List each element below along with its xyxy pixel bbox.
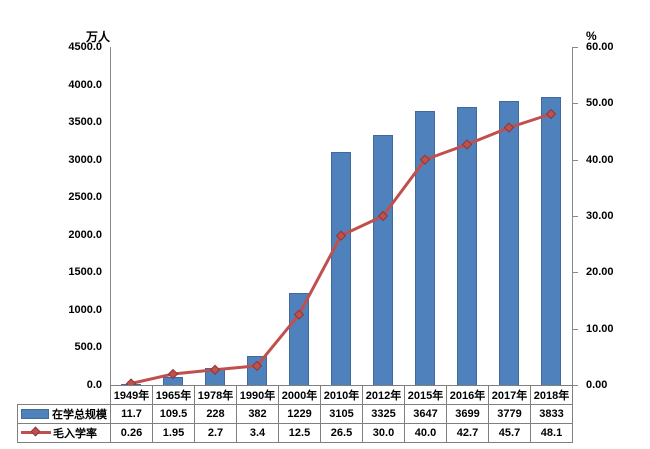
- right-axis-tick-mark: [572, 47, 578, 48]
- right-axis-tick-mark: [572, 103, 578, 105]
- year-cell: 1965年: [152, 385, 195, 405]
- left-axis-tick-label: 4500.0: [68, 41, 102, 53]
- value-cell: 228: [194, 404, 237, 424]
- right-axis-tick-label: 20.00: [586, 266, 614, 279]
- value-cell: 3325: [362, 404, 405, 424]
- table-row-years: 1949年 1965年 1978年 1990年 2000年 2010年 2012年 2015年…: [18, 385, 573, 405]
- year-cell: 1949年: [110, 385, 153, 405]
- line-legend-swatch: [21, 426, 51, 438]
- value-cell: 11.7: [110, 404, 153, 424]
- rate-line: [130, 112, 552, 385]
- bar-2000年: [289, 292, 309, 385]
- right-axis-tick-mark: [572, 159, 578, 161]
- value-cell: 40.0: [404, 423, 447, 443]
- value-cell: 30.0: [362, 423, 405, 443]
- rate-line-series: [125, 108, 557, 389]
- value-cell: 12.5: [278, 423, 321, 443]
- year-cell: 1990年: [236, 385, 279, 405]
- year-cell: 2012年: [362, 385, 405, 405]
- value-cell: 2.7: [194, 423, 237, 443]
- right-axis-tick-label: 10.00: [586, 322, 614, 335]
- bar-2010年: [331, 151, 351, 385]
- series-label: 在学总规模: [52, 409, 107, 421]
- legend-cell: 在学总规模: [17, 404, 111, 424]
- line-marker-2012年: [377, 210, 389, 222]
- table-row-series: 毛入学率 0.26 1.95 2.7 3.4 12.5 26.5 30.0 40.0 42.7 45…: [17, 423, 573, 443]
- bar-2015年: [415, 111, 435, 385]
- value-cell: 3833: [530, 404, 573, 424]
- year-cell: 2000年: [278, 385, 321, 405]
- value-cell: 42.7: [446, 423, 489, 443]
- value-cell: 109.5: [152, 404, 195, 424]
- right-axis-title: %: [586, 29, 597, 43]
- right-axis-tick-label: 50.00: [586, 97, 614, 110]
- bar-2012年: [373, 135, 393, 385]
- right-axis-tick-label: 40.00: [586, 153, 614, 166]
- year-cell: 2016年: [446, 385, 489, 405]
- diamond-marker-icon: [30, 426, 41, 437]
- right-axis-tick-label: 30.00: [586, 210, 614, 222]
- year-cell: 2018年: [530, 385, 573, 405]
- series-label: 毛入学率: [53, 428, 97, 440]
- value-cell: 1229: [278, 404, 321, 424]
- bar-legend-swatch: [21, 409, 49, 419]
- table-blank-cell: [18, 386, 111, 405]
- line-marker-2018年: [545, 108, 557, 120]
- left-axis-title: 万人: [85, 30, 110, 44]
- left-axis-line: [110, 47, 111, 385]
- left-axis-tick-label: 0.0: [86, 379, 102, 391]
- legend-cell: 毛入学率: [17, 423, 111, 443]
- right-axis-tick-mark: [572, 385, 578, 386]
- value-cell: 3105: [320, 404, 363, 424]
- right-axis-tick-mark: [572, 328, 578, 330]
- year-cell: 2017年: [488, 385, 531, 405]
- value-cell: 48.1: [530, 423, 573, 443]
- line-marker-1965年: [167, 368, 179, 380]
- line-marker-2010年: [335, 230, 347, 241]
- value-cell: 0.26: [110, 423, 153, 443]
- left-axis-tick-label: 4000.0: [68, 78, 102, 91]
- value-cell: 26.5: [320, 423, 363, 443]
- value-cell: 3699: [446, 404, 489, 424]
- line-marker-2000年: [293, 309, 305, 320]
- bar-2018年: [541, 97, 561, 385]
- value-cell: 382: [236, 404, 279, 424]
- line-marker-2016年: [461, 139, 473, 150]
- right-axis-tick-label: 60.00: [586, 41, 614, 53]
- value-cell: 3779: [488, 404, 531, 424]
- value-cell: 3.4: [236, 423, 279, 443]
- right-axis-tick-mark: [572, 216, 578, 217]
- bar-2016年: [457, 107, 477, 385]
- left-axis-tick-label: 2500.0: [68, 191, 102, 204]
- plot-area: [110, 47, 572, 389]
- line-marker-2015年: [419, 154, 431, 165]
- value-cell: 45.7: [488, 423, 531, 443]
- line-marker-2017年: [503, 122, 515, 133]
- left-axis-tick-label: 2000.0: [68, 228, 102, 241]
- year-cell: 1978年: [194, 385, 237, 405]
- right-axis-tick-mark: [572, 272, 578, 274]
- left-axis-tick-label: 1000.0: [68, 303, 102, 316]
- left-axis-tick-label: 1500.0: [68, 266, 102, 279]
- left-axis-tick-label: 3500.0: [68, 116, 102, 129]
- data-table: 1949年 1965年 1978年 1990年 2000年 2010年 2012年 2015年…: [17, 385, 573, 443]
- line-marker-1978年: [209, 364, 221, 375]
- value-cell: 3647: [404, 404, 447, 424]
- right-axis-tick-label: 0.00: [586, 379, 608, 391]
- left-axis-tick-label: 3000.0: [68, 153, 102, 166]
- table-row-series: 在学总规模 11.7 109.5 228 382 1229 3105 3325 3647 3699…: [17, 404, 573, 424]
- left-axis-tick-label: 500.0: [74, 341, 102, 354]
- value-cell: 1.95: [152, 423, 195, 443]
- bar-2017年: [499, 101, 519, 385]
- line-marker-1990年: [251, 360, 263, 372]
- year-cell: 2015年: [404, 385, 447, 405]
- year-cell: 2010年: [320, 385, 363, 405]
